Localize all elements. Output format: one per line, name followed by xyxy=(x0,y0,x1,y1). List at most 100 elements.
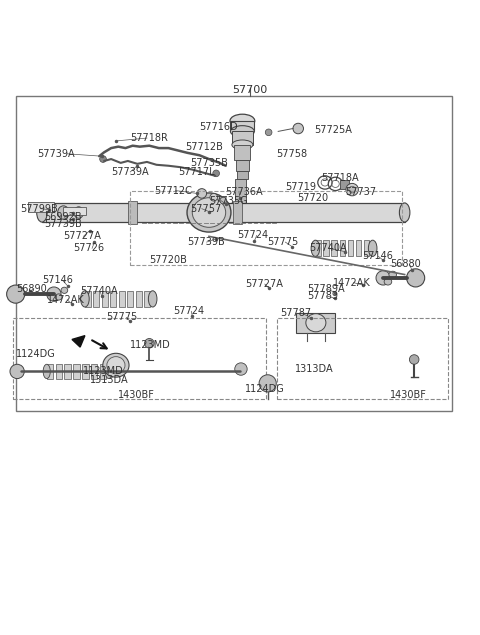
Bar xyxy=(47,364,53,378)
Bar xyxy=(42,203,405,222)
Text: 57718R: 57718R xyxy=(130,133,168,143)
Text: 57739B: 57739B xyxy=(44,220,82,229)
Text: 57740A: 57740A xyxy=(80,286,118,297)
Text: 57717L: 57717L xyxy=(178,168,215,177)
Circle shape xyxy=(407,269,425,287)
Bar xyxy=(91,364,97,378)
Ellipse shape xyxy=(389,271,396,278)
Bar xyxy=(232,131,253,145)
Bar xyxy=(136,291,142,307)
Bar xyxy=(235,179,246,203)
Bar xyxy=(340,180,349,189)
Text: 56880: 56880 xyxy=(390,259,421,269)
Text: 57740A: 57740A xyxy=(309,243,347,253)
Ellipse shape xyxy=(232,140,253,149)
Ellipse shape xyxy=(187,193,231,232)
Bar xyxy=(348,240,353,257)
Ellipse shape xyxy=(148,291,157,307)
Text: 57712B: 57712B xyxy=(185,142,223,152)
Ellipse shape xyxy=(230,114,255,128)
Ellipse shape xyxy=(197,189,206,198)
Text: 1472AK: 1472AK xyxy=(333,277,371,288)
Bar xyxy=(16,96,452,411)
Bar xyxy=(233,201,242,224)
Text: 57735G: 57735G xyxy=(209,196,248,206)
Ellipse shape xyxy=(107,357,125,374)
Bar xyxy=(296,312,336,333)
Bar xyxy=(102,291,108,307)
Bar xyxy=(332,240,337,257)
Bar xyxy=(56,364,62,378)
Text: 56890: 56890 xyxy=(16,284,47,294)
Text: 1124DG: 1124DG xyxy=(16,349,56,359)
Text: 57737: 57737 xyxy=(345,187,376,197)
Text: 57757: 57757 xyxy=(190,204,221,214)
Ellipse shape xyxy=(105,364,112,378)
Bar xyxy=(110,291,117,307)
Text: 1313DA: 1313DA xyxy=(295,364,334,373)
Circle shape xyxy=(100,156,107,163)
Text: 57735B: 57735B xyxy=(190,158,228,168)
Ellipse shape xyxy=(61,287,68,293)
Text: 57739A: 57739A xyxy=(111,167,149,177)
Text: 1313DA: 1313DA xyxy=(90,375,128,385)
Circle shape xyxy=(265,129,272,136)
Text: 57789A: 57789A xyxy=(307,284,345,294)
Text: 57700: 57700 xyxy=(232,85,267,95)
Bar xyxy=(119,291,125,307)
Text: 57712C: 57712C xyxy=(154,185,192,196)
Bar xyxy=(315,240,321,257)
Ellipse shape xyxy=(81,291,89,307)
Bar xyxy=(85,291,91,307)
Text: 57719: 57719 xyxy=(285,182,316,192)
Text: 57775: 57775 xyxy=(268,237,299,247)
Text: 57758: 57758 xyxy=(276,149,307,159)
Text: 1430BF: 1430BF xyxy=(118,390,155,400)
Circle shape xyxy=(47,287,61,301)
Circle shape xyxy=(10,364,24,378)
Bar xyxy=(73,364,80,378)
Circle shape xyxy=(144,338,154,348)
Text: 57716D: 57716D xyxy=(199,122,238,131)
Ellipse shape xyxy=(210,194,217,201)
Text: 57789: 57789 xyxy=(307,291,338,301)
Text: 57799B: 57799B xyxy=(21,204,58,214)
Bar xyxy=(28,202,54,211)
Text: 1472AK: 1472AK xyxy=(47,295,84,305)
Ellipse shape xyxy=(103,353,129,377)
Text: 1123MD: 1123MD xyxy=(130,340,171,350)
Ellipse shape xyxy=(36,203,47,222)
Bar xyxy=(100,364,106,378)
Bar xyxy=(356,240,361,257)
Ellipse shape xyxy=(349,186,356,193)
Bar xyxy=(234,145,251,160)
Bar xyxy=(237,171,248,179)
Ellipse shape xyxy=(192,197,226,227)
Bar xyxy=(64,364,71,378)
Text: 57727A: 57727A xyxy=(63,231,101,241)
Bar xyxy=(13,318,266,399)
Bar xyxy=(277,318,448,399)
Text: 1124DG: 1124DG xyxy=(245,384,285,394)
Circle shape xyxy=(7,285,25,303)
Ellipse shape xyxy=(306,314,326,332)
Text: 57720B: 57720B xyxy=(149,255,187,265)
Bar xyxy=(236,160,249,171)
Circle shape xyxy=(213,170,219,177)
Text: 57724: 57724 xyxy=(238,231,269,241)
Ellipse shape xyxy=(384,278,392,285)
Text: 57718A: 57718A xyxy=(321,173,359,183)
Ellipse shape xyxy=(55,294,62,300)
Circle shape xyxy=(409,355,419,364)
Bar xyxy=(364,240,370,257)
Bar xyxy=(130,191,402,265)
Ellipse shape xyxy=(74,207,84,218)
Text: 57727A: 57727A xyxy=(245,279,283,289)
Bar xyxy=(94,291,99,307)
Bar xyxy=(144,291,150,307)
Text: 1123MD: 1123MD xyxy=(83,366,123,376)
Bar xyxy=(324,240,329,257)
Ellipse shape xyxy=(368,240,377,257)
Bar xyxy=(128,201,137,224)
Text: 57736A: 57736A xyxy=(226,187,264,197)
